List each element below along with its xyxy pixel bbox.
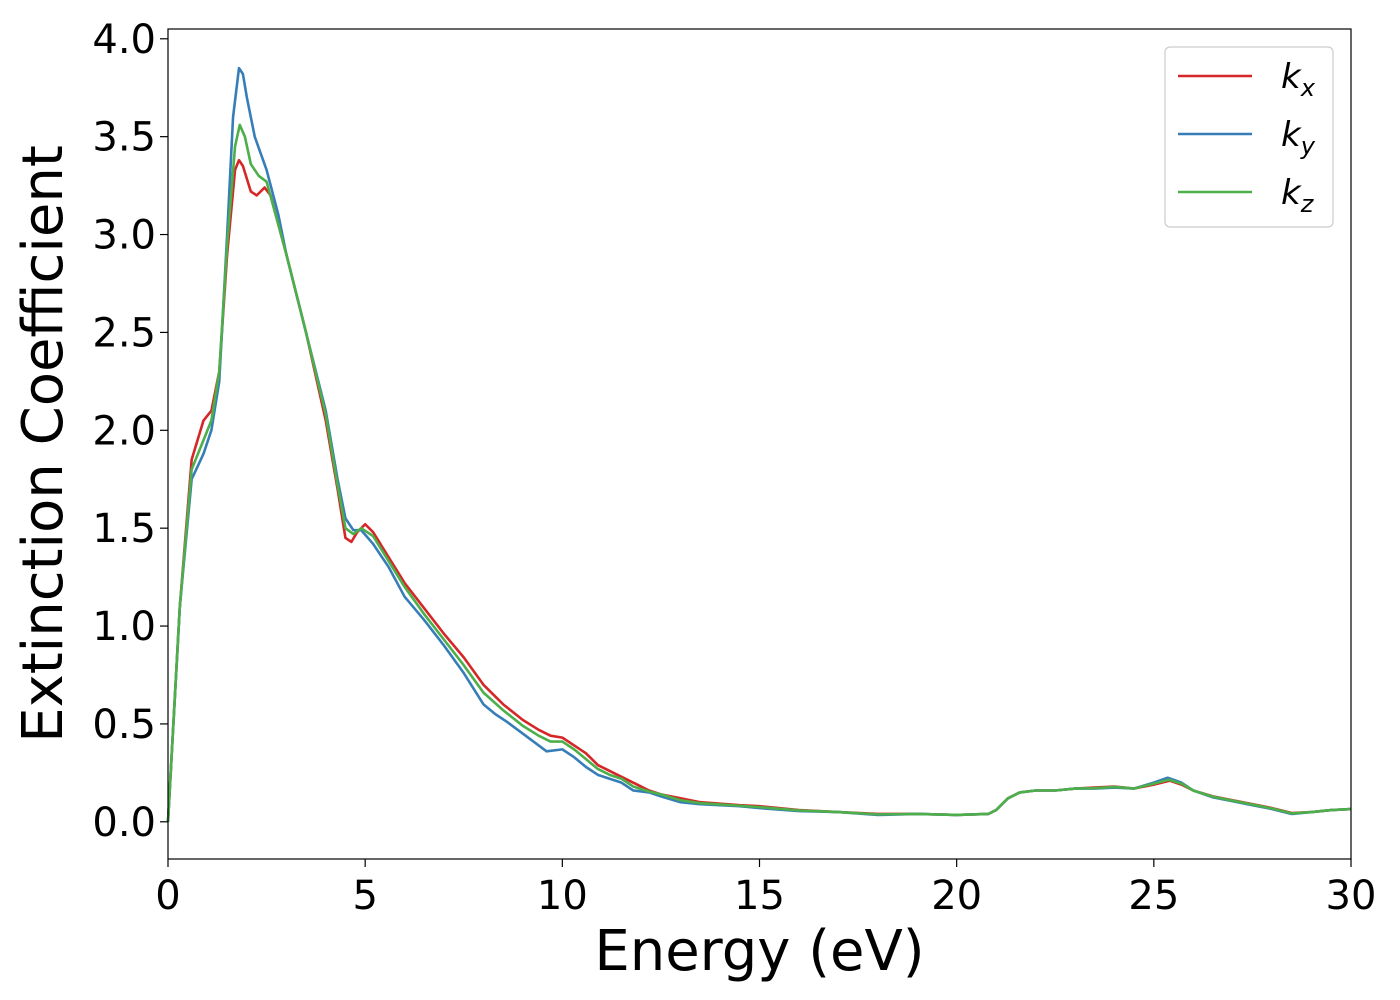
y-tick-label: 1.0 xyxy=(92,604,156,650)
legend-label-main: k xyxy=(1281,173,1302,213)
series-line-k-z xyxy=(166,123,1352,822)
legend-label-subscript: x xyxy=(1300,74,1316,102)
legend-label-main: k xyxy=(1281,57,1302,97)
y-tick-label: 0.5 xyxy=(92,702,156,748)
x-tick-label: 30 xyxy=(1326,873,1377,919)
legend-label-k-y: ky xyxy=(1281,115,1316,160)
x-tick-label: 15 xyxy=(734,873,785,919)
x-tick-label: 10 xyxy=(537,873,588,919)
x-axis: 0 5 10 15 20 25 30 xyxy=(155,859,1376,919)
legend-label-subscript: y xyxy=(1300,132,1316,160)
legend-box xyxy=(1164,46,1334,228)
x-tick-label: 25 xyxy=(1128,873,1179,919)
y-tick-label: 2.0 xyxy=(92,408,156,454)
y-tick-label: 3.5 xyxy=(92,115,156,161)
x-tick-label: 5 xyxy=(352,873,377,919)
legend-label-k-x: kx xyxy=(1281,57,1316,102)
y-tick-label: 1.5 xyxy=(92,506,156,552)
legend-label-main: k xyxy=(1281,115,1302,155)
y-tick-label: 0.0 xyxy=(92,800,156,846)
x-tick-label: 20 xyxy=(931,873,982,919)
legend-label-k-z: kz xyxy=(1281,173,1315,218)
y-axis-title: Extinction Coefficient xyxy=(11,145,76,743)
x-axis-title: Energy (eV) xyxy=(594,919,924,984)
legend-label-subscript: z xyxy=(1300,190,1315,218)
y-axis: 0.0 0.5 1.0 1.5 2.0 2.5 3.0 3.5 4.0 xyxy=(92,17,168,846)
x-tick-label: 0 xyxy=(155,873,180,919)
series-layer xyxy=(166,66,1352,822)
y-tick-label: 2.5 xyxy=(92,310,156,356)
y-tick-label: 3.0 xyxy=(92,213,156,259)
y-tick-label: 4.0 xyxy=(92,17,156,63)
